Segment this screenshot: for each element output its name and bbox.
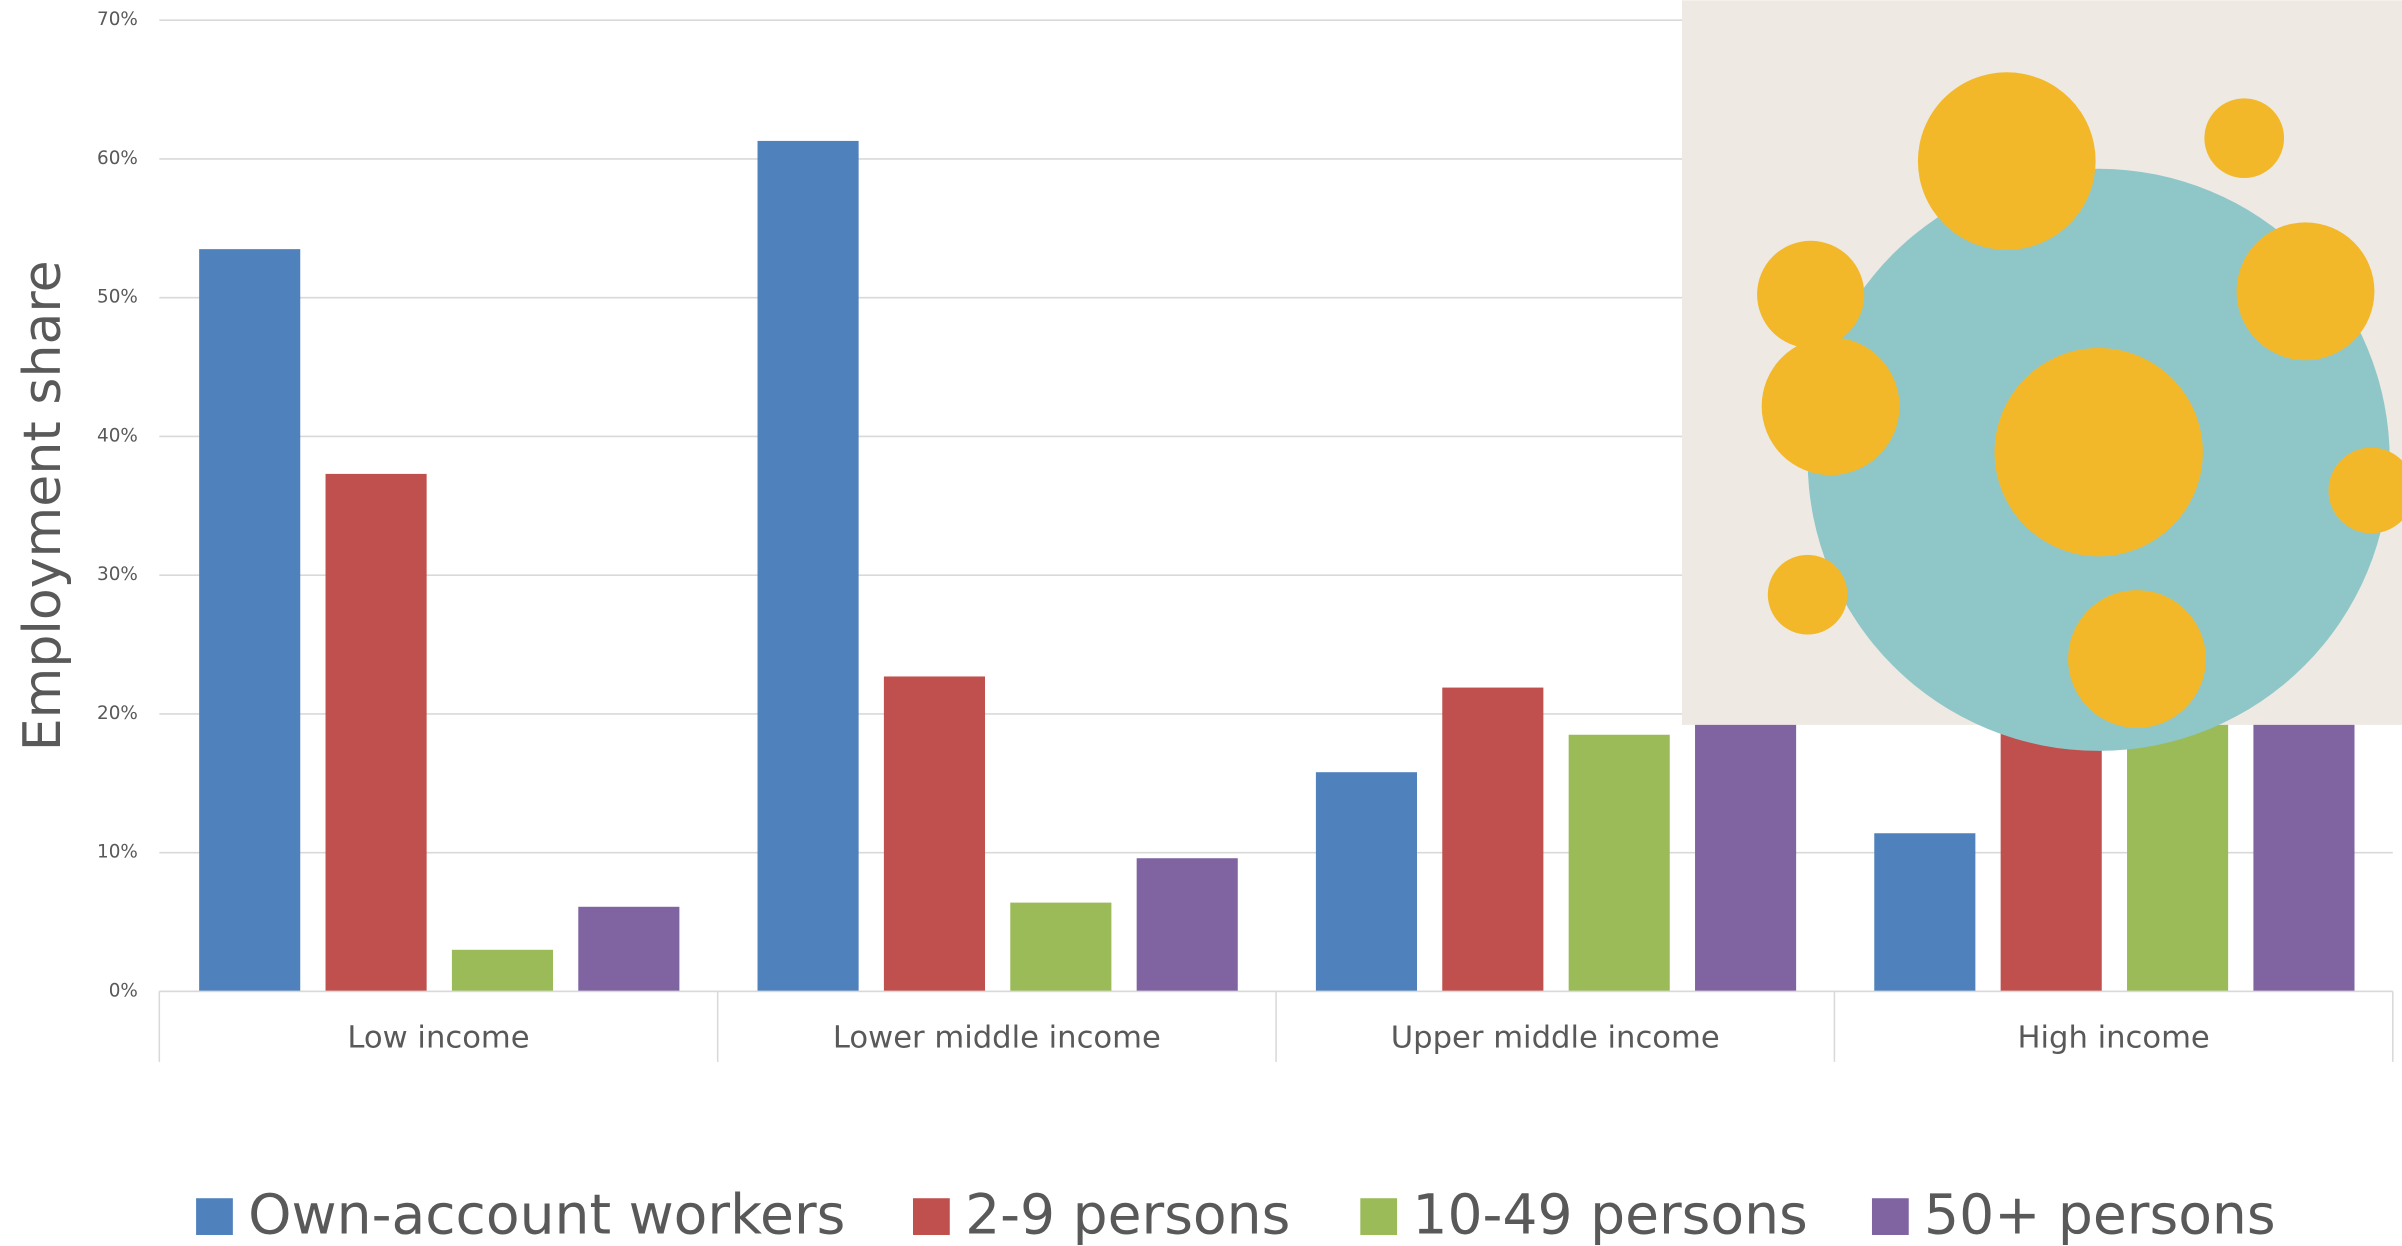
illustration-circle xyxy=(1917,72,2096,250)
x-tick-label: Low income xyxy=(347,1020,529,1055)
legend-swatch xyxy=(196,1198,233,1235)
bar xyxy=(2127,713,2229,992)
bar xyxy=(1136,858,1238,992)
y-tick-label: 50% xyxy=(97,287,138,308)
y-tick-label: 60% xyxy=(97,148,138,169)
illustration-circle xyxy=(1761,337,1900,476)
x-tick-label: Upper middle income xyxy=(1391,1020,1720,1055)
legend-label: Own-account workers xyxy=(248,1183,845,1246)
illustration xyxy=(1682,0,2402,751)
bar xyxy=(1874,833,1976,992)
bar xyxy=(325,473,427,992)
illustration-circle xyxy=(1757,240,1865,349)
illustration-circle xyxy=(1994,348,2203,557)
bar xyxy=(199,249,301,992)
illustration-circle xyxy=(2204,98,2285,178)
y-tick-label: 30% xyxy=(97,564,138,585)
x-tick-label: Lower middle income xyxy=(833,1020,1161,1055)
y-tick-label: 40% xyxy=(97,425,138,446)
legend-swatch xyxy=(913,1198,950,1235)
bar xyxy=(757,140,859,992)
y-axis-title: Employment share xyxy=(13,260,73,751)
legend-label: 50+ persons xyxy=(1924,1183,2276,1246)
legend-swatch xyxy=(1360,1198,1398,1235)
bar xyxy=(1442,687,1544,992)
legend-label: 10-49 persons xyxy=(1412,1183,1807,1246)
bar xyxy=(578,906,680,992)
y-tick-label: 0% xyxy=(109,980,138,1001)
legend-label: 2-9 persons xyxy=(965,1183,1290,1246)
legend-swatch xyxy=(1871,1198,1909,1235)
y-tick-label: 10% xyxy=(97,842,138,863)
bar xyxy=(451,949,554,992)
bar xyxy=(1315,772,1417,992)
x-tick-label: High income xyxy=(2017,1020,2209,1055)
illustration-circle xyxy=(2236,222,2375,361)
bar xyxy=(883,676,986,992)
illustration-circle xyxy=(1767,554,1848,635)
illustration-circle xyxy=(2328,447,2402,534)
illustration-circle xyxy=(2068,590,2206,728)
bar xyxy=(1568,734,1670,992)
y-tick-label: 70% xyxy=(97,9,138,30)
bar xyxy=(1010,902,1112,992)
y-tick-label: 20% xyxy=(97,703,138,724)
